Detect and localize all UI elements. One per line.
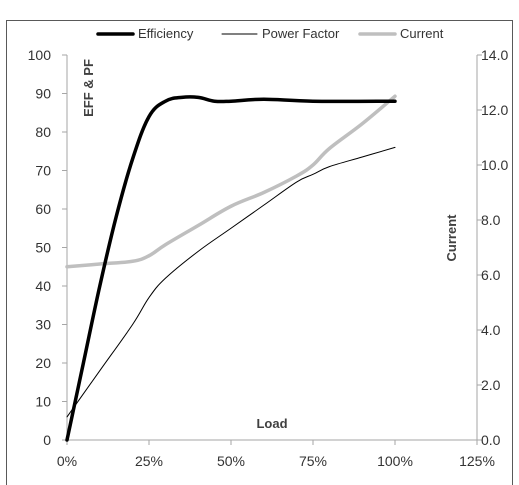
y-tick-label: 20: [35, 355, 51, 371]
series-layer: [65, 94, 397, 442]
x-axis-ticks: 0% 25% 50% 75% 100% 125%: [57, 440, 495, 469]
y-tick-label: 0: [43, 432, 51, 448]
y2-tick-label: 4.0: [481, 322, 501, 338]
series-line-current: [65, 94, 397, 269]
y-tick-label: 60: [35, 201, 51, 217]
y-tick-label: 70: [35, 163, 51, 179]
y-axis-ticks: 0 10 20 30 40 50 60 70 80 90 100: [28, 47, 67, 448]
series-line-power-factor: [66, 146, 396, 418]
y2-tick-label: 10.0: [481, 157, 508, 173]
y-tick-label: 90: [35, 86, 51, 102]
y-tick-label: 30: [35, 317, 51, 333]
x-tick-label: 125%: [459, 453, 495, 469]
y-tick-label: 10: [35, 394, 51, 410]
x-tick-label: 75%: [299, 453, 327, 469]
y2-tick-label: 2.0: [481, 377, 501, 393]
x-tick-label: 25%: [135, 453, 163, 469]
legend-label-power-factor: Power Factor: [262, 26, 340, 41]
series-line-efficiency: [65, 95, 397, 442]
legend-label-current: Current: [400, 26, 444, 41]
x-tick-label: 0%: [57, 453, 77, 469]
y-axis-title: EFF & PF: [81, 59, 96, 117]
y-tick-label: 40: [35, 278, 51, 294]
y2-axis-ticks: 0.0 2.0 4.0 6.0 8.0 10.0 12.0 14.0: [477, 47, 508, 448]
x-tick-label: 100%: [377, 453, 413, 469]
x-axis-title: Load: [256, 416, 287, 431]
x-tick-label: 50%: [217, 453, 245, 469]
y-tick-label: 100: [28, 47, 52, 63]
y-tick-label: 50: [35, 240, 51, 256]
legend-label-efficiency: Efficiency: [138, 26, 194, 41]
legend: Efficiency Power Factor Current: [96, 26, 444, 41]
y2-tick-label: 12.0: [481, 102, 508, 118]
y2-tick-label: 0.0: [481, 432, 501, 448]
y2-axis-title: Current: [444, 214, 459, 262]
y2-tick-label: 14.0: [481, 47, 508, 63]
y2-tick-label: 6.0: [481, 267, 501, 283]
y2-tick-label: 8.0: [481, 212, 501, 228]
y-tick-label: 80: [35, 124, 51, 140]
